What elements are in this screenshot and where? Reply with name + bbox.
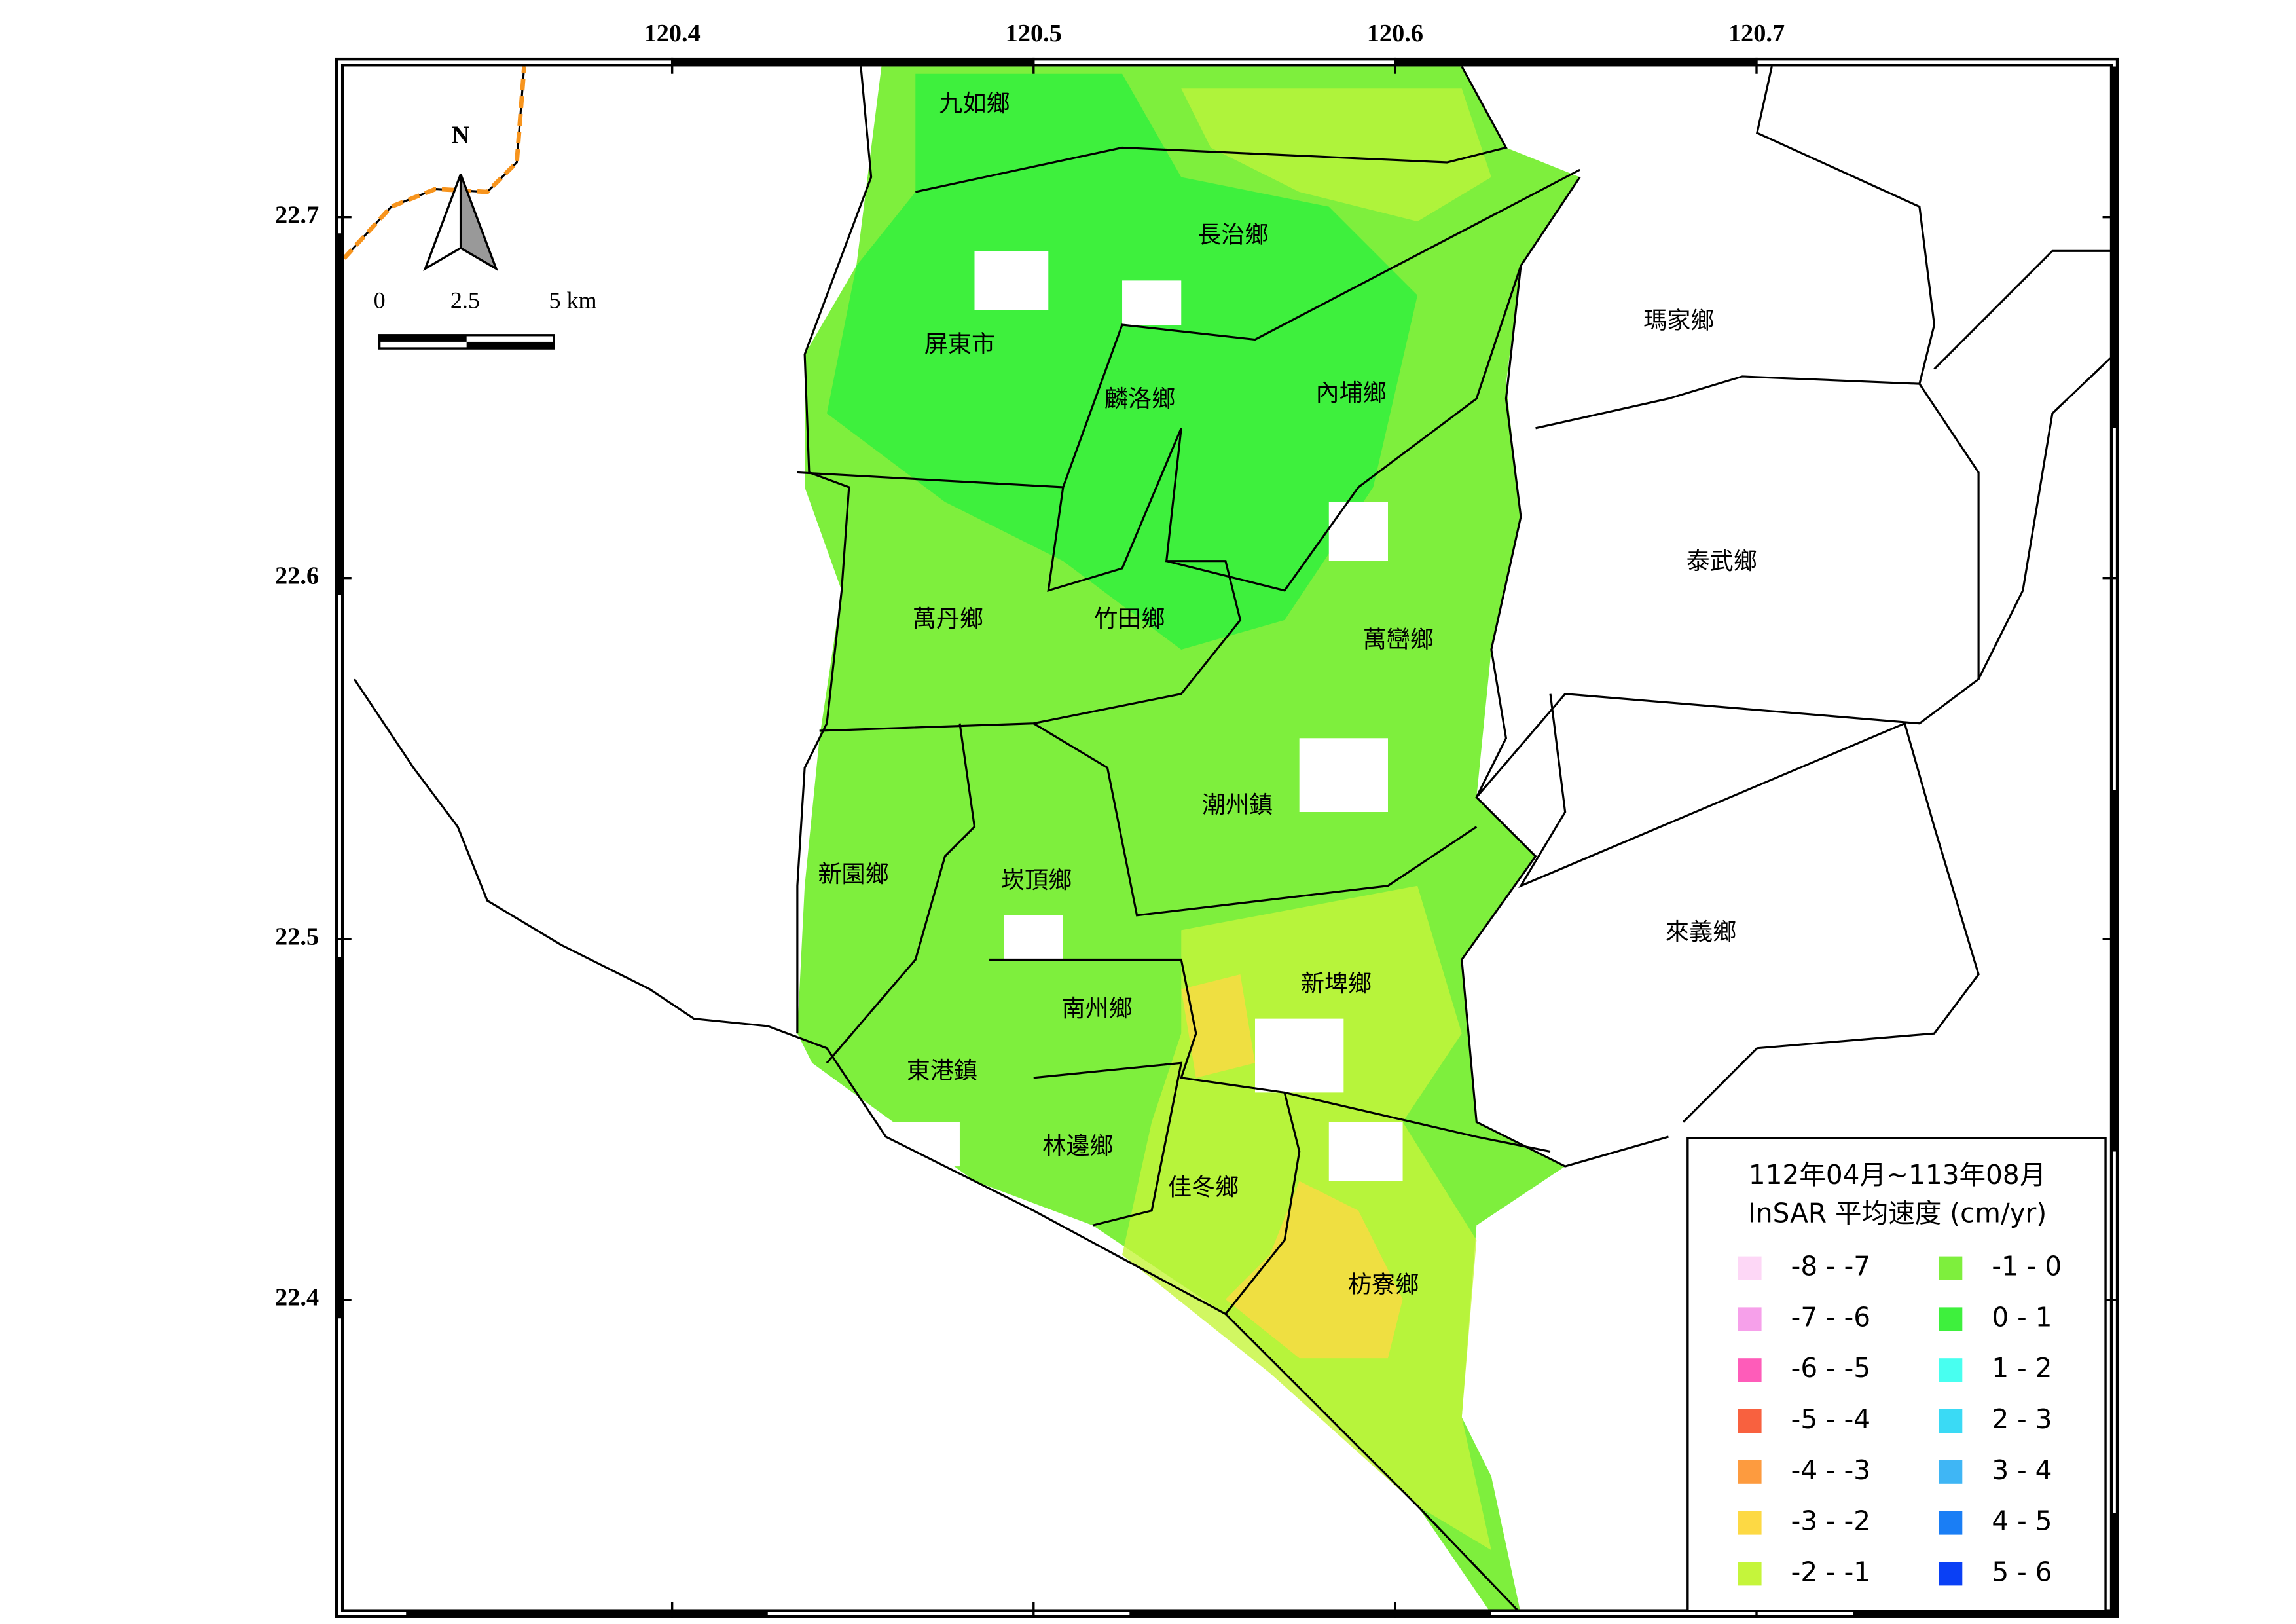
lon-tick-label: 120.7 (1728, 20, 1785, 47)
legend-swatch (1939, 1511, 1963, 1535)
lat-tick-label: 22.4 (275, 1284, 319, 1312)
legend-label: -5 - -4 (1791, 1403, 1870, 1435)
town-label: 萬丹鄉 (913, 605, 983, 633)
legend-swatch (1738, 1562, 1762, 1586)
legend-label: 1 - 2 (1992, 1352, 2052, 1384)
scale-label: 5 km (549, 287, 596, 313)
legend-swatch (1738, 1460, 1762, 1484)
legend-swatch (1939, 1460, 1963, 1484)
legend-swatch (1939, 1562, 1963, 1586)
town-label: 南州鄉 (1062, 995, 1133, 1022)
legend: 112年04月~113年08月 InSAR 平均速度 (cm/yr) -8 - … (1686, 1137, 2107, 1612)
scale-bar: 0 2.5 5 km (374, 287, 597, 350)
legend-title: 112年04月~113年08月 (1749, 1159, 2047, 1190)
lon-tick-label: 120.4 (644, 20, 701, 47)
lat-tick-label: 22.5 (275, 923, 319, 951)
legend-items: -8 - -7 -7 - -6 -6 - -5 -5 - -4 -4 - -3 -3 - … (1738, 1251, 2062, 1587)
town-label: 崁頂鄉 (1001, 866, 1072, 894)
legend-label: -8 - -7 (1791, 1251, 1870, 1282)
legend-swatch (1939, 1307, 1963, 1331)
legend-swatch (1939, 1256, 1963, 1280)
legend-swatch (1738, 1358, 1762, 1382)
legend-swatch (1738, 1511, 1762, 1535)
legend-title: InSAR 平均速度 (cm/yr) (1748, 1197, 2047, 1228)
town-label: 長治鄉 (1197, 221, 1268, 249)
town-label: 瑪家鄉 (1643, 306, 1714, 334)
scale-label: 2.5 (450, 287, 480, 313)
town-label: 九如鄉 (939, 90, 1010, 117)
town-label: 新園鄉 (818, 860, 888, 888)
insar-coverage (797, 66, 1580, 1614)
town-label: 新埤鄉 (1301, 970, 1372, 997)
map-frame-graticule (338, 60, 2116, 1615)
legend-label: 2 - 3 (1992, 1403, 2052, 1435)
lat-tick-label: 22.7 (275, 201, 319, 229)
town-label: 潮州鎮 (1202, 791, 1273, 819)
legend-swatch (1939, 1409, 1963, 1433)
town-label: 東港鎮 (907, 1057, 977, 1084)
legend-label: -1 - 0 (1992, 1251, 2062, 1282)
town-label: 林邊鄉 (1042, 1132, 1113, 1160)
lon-tick-label: 120.5 (1006, 20, 1062, 47)
town-label: 泰武鄉 (1686, 547, 1757, 575)
lat-tick-label: 22.6 (275, 562, 319, 589)
legend-label: -6 - -5 (1791, 1352, 1870, 1384)
town-label: 竹田鄉 (1094, 605, 1165, 633)
legend-label: -2 - -1 (1791, 1556, 1870, 1587)
town-label: 內埔鄉 (1316, 379, 1387, 407)
town-label: 佳冬鄉 (1168, 1173, 1239, 1201)
town-label: 萬巒鄉 (1363, 625, 1434, 653)
legend-label: -4 - -3 (1791, 1454, 1870, 1486)
legend-label: 0 - 1 (1992, 1301, 2052, 1333)
lon-tick-label: 120.6 (1367, 20, 1423, 47)
legend-swatch (1738, 1256, 1762, 1280)
legend-swatch (1939, 1358, 1963, 1382)
legend-label: -3 - -2 (1791, 1505, 1870, 1537)
scale-label: 0 (374, 287, 386, 313)
legend-label: 3 - 4 (1992, 1454, 2052, 1486)
town-label: 來義鄉 (1666, 918, 1736, 946)
legend-swatch (1738, 1307, 1762, 1331)
legend-swatch (1738, 1409, 1762, 1433)
legend-label: -7 - -6 (1791, 1301, 1870, 1333)
north-arrow: N (423, 121, 499, 272)
north-label: N (452, 121, 470, 149)
town-label: 麟洛鄉 (1104, 385, 1175, 413)
legend-label: 5 - 6 (1992, 1556, 2052, 1587)
town-label: 屏東市 (924, 331, 995, 358)
town-label: 枋寮鄉 (1348, 1271, 1419, 1299)
ticks: 120.4 120.5 120.6 120.7 22.7 22.6 22.5 22.4 (275, 20, 2119, 1618)
legend-label: 4 - 5 (1992, 1505, 2052, 1537)
